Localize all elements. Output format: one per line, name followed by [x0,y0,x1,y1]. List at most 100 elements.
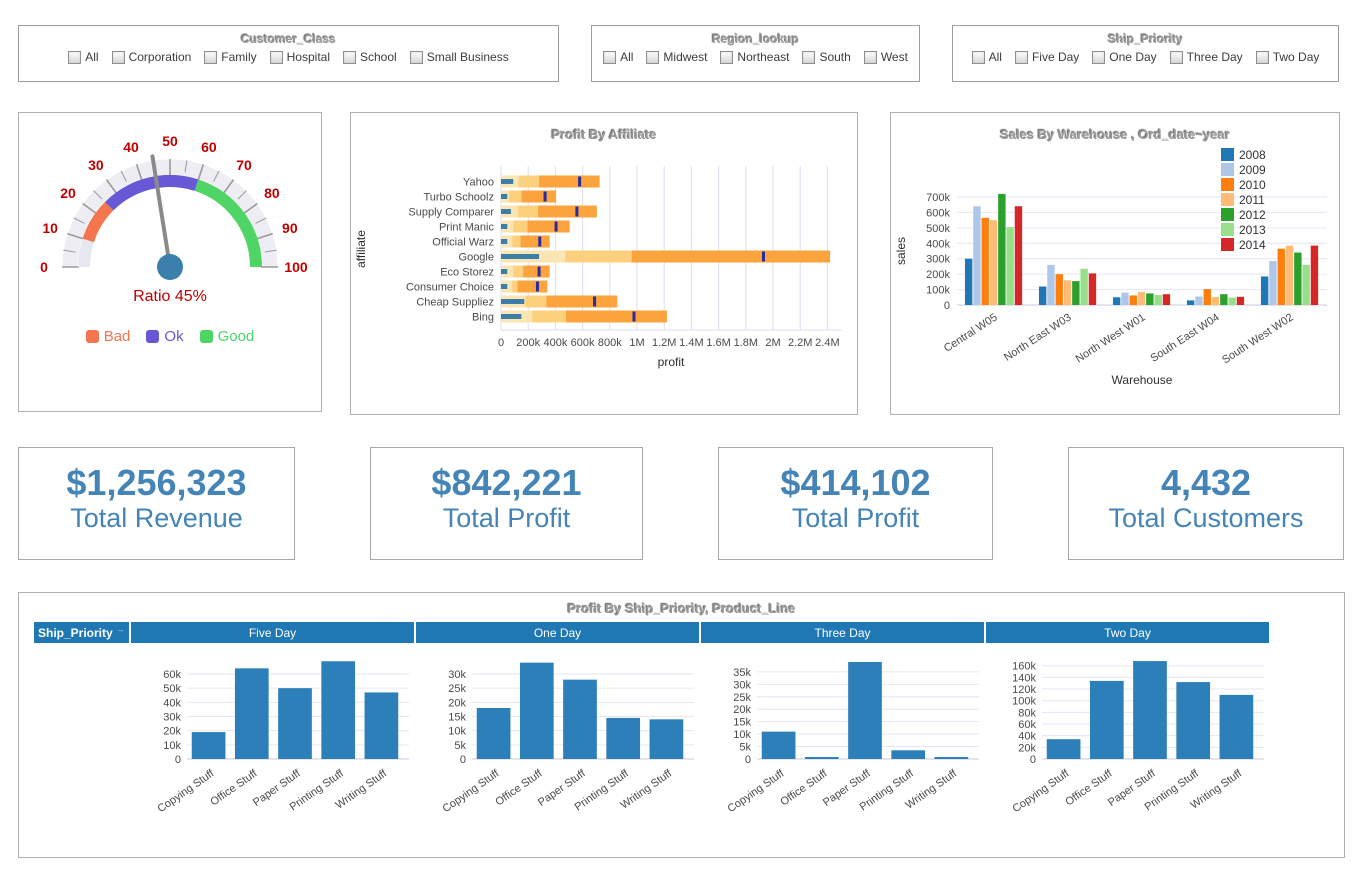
filter-option-region-lookup-northeast[interactable]: Northeast [720,50,789,64]
svg-text:20k: 20k [448,697,466,709]
checkbox-ship-priority-one-day[interactable] [1092,50,1106,64]
svg-text:Copying Stuff: Copying Stuff [156,767,218,815]
svg-text:140k: 140k [1012,672,1036,684]
svg-text:Google: Google [459,252,494,264]
profit-by-ship-priority-title: Profit By Ship_Priority, Product_Line [567,601,796,616]
header-cell-five-day[interactable]: Five Day [131,622,414,643]
svg-text:Supply Comparer: Supply Comparer [408,207,494,219]
gauge-legend-ok: Ok [146,328,184,345]
filter-option-customer-class-all[interactable]: All [68,50,99,64]
checkbox-ship-priority-all[interactable] [971,50,985,64]
checkbox-customer-class-hospital[interactable] [269,50,283,64]
gauge-panel: 0 10 20 30 40 50 60 70 80 90 100 Ratio 45% Bad Ok Goo… [18,112,322,412]
svg-text:North West W01: North West W01 [1074,311,1148,365]
svg-text:400k: 400k [926,238,950,250]
checkbox-region-lookup-midwest[interactable] [646,50,660,64]
checkbox-region-lookup-all[interactable] [603,50,617,64]
svg-text:0: 0 [460,754,466,766]
filter-option-region-lookup-west[interactable]: West [863,50,908,64]
filter-option-ship-priority-five-day[interactable]: Five Day [1014,50,1079,64]
svg-text:20k: 20k [733,704,751,716]
ship-priority-charts-row: 0 10k 20k 30k 40k 50k 60k Copying Stuff Office S… [34,647,1344,837]
kpi-label: Total Profit [791,503,920,534]
header-cell-two-day[interactable]: Two Day [986,622,1269,643]
checkbox-customer-class-all[interactable] [68,50,82,64]
svg-text:Official Warz: Official Warz [432,237,494,249]
header-cell-ship-priority[interactable]: Ship_Priority → [34,622,129,643]
checkbox-customer-class-school[interactable] [343,50,356,64]
svg-text:40k: 40k [1018,731,1036,743]
checkbox-customer-class-family[interactable] [204,50,218,64]
header-cell-three-day[interactable]: Three Day [701,622,984,643]
sales-by-warehouse-title: Sales By Warehouse , Ord_date~year [1000,127,1230,142]
svg-text:Central W05: Central W05 [942,311,1000,354]
sales-by-warehouse-chart: 0 100k 200k 300k 400k 500k 600k 700k Central W05… [894,148,1327,387]
svg-text:0: 0 [745,754,751,766]
checkbox-region-lookup-northeast[interactable] [720,50,734,64]
svg-text:2013: 2013 [1239,223,1266,237]
legend-swatch-good [199,330,213,343]
checkbox-ship-priority-three-day[interactable] [1169,50,1183,64]
checkbox-ship-priority-five-day[interactable] [1014,50,1028,64]
checkbox-region-lookup-west[interactable] [863,50,877,64]
svg-text:Ratio 45%: Ratio 45% [133,288,207,305]
filter-option-ship-priority-all[interactable]: All [971,50,1002,64]
svg-text:120k: 120k [1012,684,1036,696]
svg-text:500k: 500k [926,223,950,235]
svg-text:Yahoo: Yahoo [463,177,494,189]
profit-by-affiliate-chart: Yahoo Turbo Schoolz Supply Comparer Print M… [354,166,842,369]
svg-text:90: 90 [282,220,298,236]
svg-text:30k: 30k [163,712,181,724]
ship-priority-header-row: Ship_Priority → Five Day One Day Three Day Tw… [34,622,1344,643]
svg-text:20: 20 [60,185,76,201]
svg-text:70: 70 [236,157,252,173]
kpi-total-profit-2: $414,102 Total Profit [718,447,993,560]
svg-text:20k: 20k [1018,742,1036,754]
svg-text:0: 0 [175,754,181,766]
filter-option-customer-class-corporation[interactable]: Corporation [111,50,191,64]
filter-option-ship-priority-two-day[interactable]: Two Day [1255,50,1319,64]
header-cell-one-day[interactable]: One Day [416,622,699,643]
svg-text:2.2M: 2.2M [788,337,812,349]
filter-option-customer-class-family[interactable]: Family [204,50,257,64]
filter-option-customer-class-school[interactable]: School [343,50,397,64]
chart-row-spacer [34,647,129,837]
svg-text:25k: 25k [733,692,751,704]
svg-text:700k: 700k [926,192,950,204]
kpi-label: Total Revenue [70,503,243,534]
checkbox-region-lookup-south[interactable] [802,50,816,64]
filter-option-region-lookup-all[interactable]: All [603,50,633,64]
filter-option-region-lookup-midwest[interactable]: Midwest [646,50,707,64]
svg-text:profit: profit [658,355,685,369]
filter-title-customer-class: Customer_Class [241,32,336,46]
checkbox-customer-class-small-business[interactable] [409,50,423,64]
svg-text:20k: 20k [163,726,181,738]
svg-text:400k: 400k [543,337,567,349]
filter-option-region-lookup-south[interactable]: South [802,50,851,64]
svg-text:80k: 80k [1018,707,1036,719]
filter-option-ship-priority-three-day[interactable]: Three Day [1169,50,1243,64]
svg-text:Consumer Choice: Consumer Choice [406,282,494,294]
svg-text:1.2M: 1.2M [652,337,676,349]
svg-text:Turbo Schoolz: Turbo Schoolz [423,192,494,204]
filter-option-customer-class-hospital[interactable]: Hospital [269,50,330,64]
svg-text:10k: 10k [163,740,181,752]
svg-text:0: 0 [944,300,950,312]
gauge-legend-good: Good [199,328,254,345]
svg-text:10k: 10k [448,726,466,738]
checkbox-customer-class-corporation[interactable] [111,50,125,64]
filter-option-customer-class-small-business[interactable]: Small Business [409,50,509,64]
filter-title-region-lookup: Region_lookup [712,32,799,46]
filter-title-ship-priority: Ship_Priority [1108,32,1183,46]
profit-by-affiliate-title: Profit By Affiliate [551,127,657,142]
svg-text:60k: 60k [1018,719,1036,731]
svg-text:Copying Stuff: Copying Stuff [441,767,503,815]
filter-option-ship-priority-one-day[interactable]: One Day [1092,50,1157,64]
svg-text:15k: 15k [733,717,751,729]
legend-swatch-ok [146,330,160,343]
svg-text:100: 100 [284,259,308,275]
svg-text:30k: 30k [448,669,466,681]
checkbox-ship-priority-two-day[interactable] [1255,50,1269,64]
